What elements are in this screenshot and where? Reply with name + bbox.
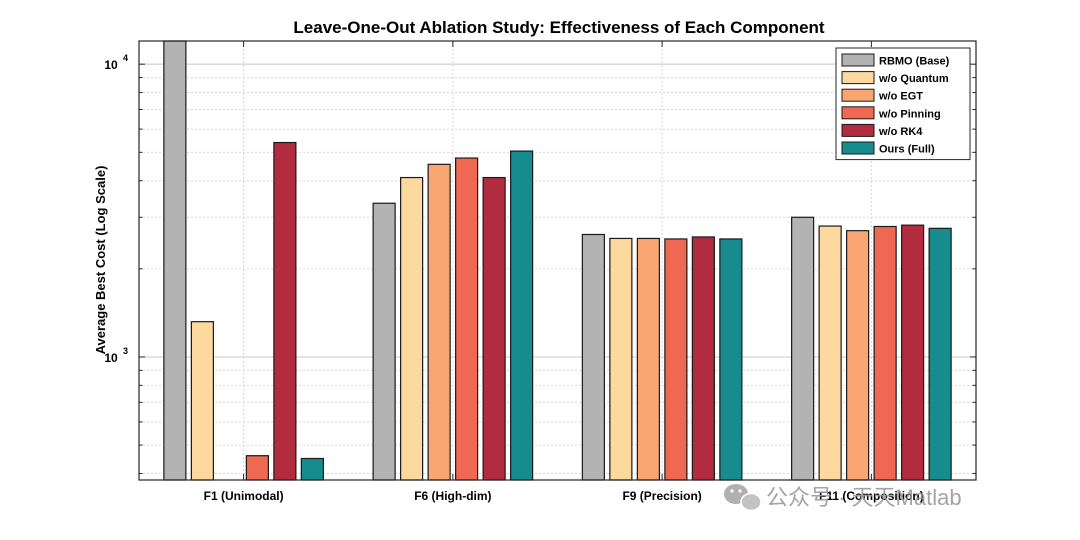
legend-label: w/o RK4: [878, 126, 923, 138]
bar: [901, 224, 925, 481]
legend-swatch: [841, 71, 875, 85]
x-axis-ticks: F1 (Unimodal) F6 (High-dim) F9 (Precision)…: [204, 41, 924, 503]
bar: [846, 230, 870, 481]
bar: [400, 176, 424, 481]
y-tick-exponent: 4: [123, 53, 128, 63]
x-tick-label: F6 (High-dim): [414, 489, 491, 503]
chart-title: Leave-One-Out Ablation Study: Effectiven…: [293, 18, 824, 37]
legend-swatch: [841, 123, 875, 137]
bar: [482, 176, 506, 481]
bar: [691, 236, 715, 481]
legend: RBMO (Base) w/o Quantum w/o EGT w/o Pinning…: [835, 47, 971, 161]
bar: [636, 237, 660, 481]
y-tick-label: 10: [104, 58, 118, 72]
legend-label: Ours (Full): [879, 144, 935, 156]
bar: [664, 238, 688, 481]
bar: [273, 141, 297, 481]
legend-swatch: [841, 141, 875, 155]
bar: [928, 227, 952, 481]
legend-swatch: [841, 53, 875, 67]
bar: [455, 157, 479, 481]
y-tick-label: 10: [104, 351, 118, 365]
x-tick-label: F11 (Composition): [819, 489, 924, 503]
y-tick-exponent: 3: [123, 346, 128, 356]
bar: [300, 457, 324, 481]
bar: [719, 238, 743, 481]
bar: [427, 163, 451, 481]
bar: [818, 225, 842, 481]
plot-frame: [138, 40, 977, 481]
bar: [163, 40, 187, 481]
bar: [609, 237, 633, 481]
bar: [873, 225, 897, 481]
x-tick-label: F1 (Unimodal): [204, 489, 284, 503]
watermark-text: 公众号 · 天天Matlab: [766, 485, 962, 510]
legend-box: [835, 47, 971, 161]
bar: [372, 202, 396, 481]
legend-swatch: [841, 106, 875, 120]
watermark: 公众号 · 天天Matlab: [724, 484, 962, 512]
legend-label: w/o Quantum: [878, 73, 949, 85]
y-axis-label: Average Best Cost (Log Scale): [93, 166, 108, 355]
bar: [510, 150, 534, 481]
bar: [791, 216, 815, 481]
legend-label: w/o Pinning: [878, 108, 941, 120]
legend-swatch: [841, 88, 875, 102]
legend-label: w/o EGT: [878, 91, 923, 103]
legend-label: RBMO (Base): [879, 56, 950, 68]
x-tick-label: F9 (Precision): [622, 489, 701, 503]
wechat-icon: [724, 484, 762, 512]
bar: [245, 455, 269, 481]
y-axis-ticks: 10 3 10 4: [104, 53, 976, 474]
bar: [190, 321, 214, 481]
bars: [163, 40, 952, 481]
bar: [581, 233, 605, 481]
